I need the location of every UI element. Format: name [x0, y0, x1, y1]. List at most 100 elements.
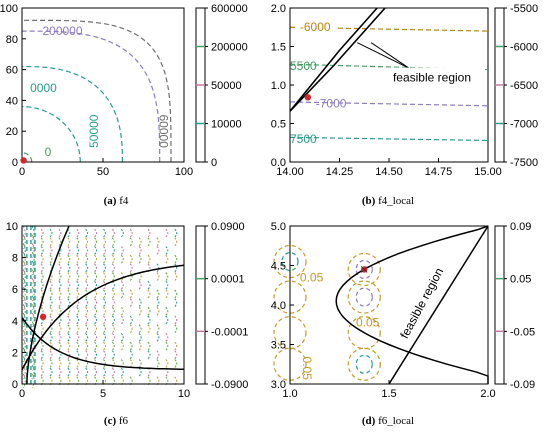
caption-prefix: (d)	[362, 415, 378, 427]
contour-texture	[85, 254, 89, 264]
contour-texture	[22, 373, 26, 389]
contour-texture	[120, 254, 124, 264]
annotation-feasible-region: feasible region	[393, 71, 471, 85]
contour-label-7000: -7000	[316, 96, 347, 110]
contour-texture	[85, 324, 89, 334]
contour-texture	[58, 228, 62, 238]
contour-texture	[174, 237, 178, 247]
contour-texture	[31, 356, 35, 371]
contour-texture	[85, 237, 89, 247]
contour-texture	[58, 306, 62, 316]
contour-texture	[103, 306, 106, 316]
contour-texture	[67, 341, 71, 351]
y-tick-label-f6_local: 3.5	[271, 340, 286, 352]
contour-texture	[76, 350, 80, 360]
contour-texture	[58, 272, 62, 281]
contour-texture	[138, 272, 142, 281]
contour-texture	[76, 367, 80, 377]
contour-texture	[49, 350, 53, 360]
label-bg	[297, 19, 338, 34]
contour-texture	[147, 228, 151, 238]
y-tick-label-f6: 0	[12, 379, 18, 391]
y-tick-label-f4: 80	[6, 34, 18, 46]
optimum-marker-f4	[20, 157, 27, 164]
contour-texture	[94, 367, 98, 377]
contour-texture	[76, 359, 80, 368]
y-tick-label-f4_local: 1.5	[271, 42, 286, 54]
contour-texture	[31, 234, 35, 250]
contour-texture	[31, 286, 35, 302]
feasible-boundary-1	[289, 7, 386, 112]
contour-texture	[120, 246, 124, 255]
contour-ring-outer	[347, 280, 381, 314]
y-tick-label-f4_local: 0.5	[271, 119, 286, 131]
contour-texture	[94, 315, 98, 325]
contour-6500	[289, 63, 489, 71]
contour-ring-outer	[347, 347, 381, 381]
contour-texture	[103, 341, 106, 351]
constraint-curve-1	[21, 264, 185, 371]
contour-texture	[22, 312, 26, 328]
colorbar-tick-label-f4_local: -7000	[510, 119, 538, 131]
contour-texture	[49, 306, 53, 316]
contour-label-005: 0.05	[300, 270, 324, 284]
contour-texture	[40, 263, 44, 273]
contour-ring-inner	[355, 287, 373, 307]
contour-texture	[94, 263, 98, 273]
contour-texture	[120, 280, 124, 290]
x-tick-label-f4_local: 14.75	[425, 166, 453, 178]
contour-texture	[94, 341, 98, 351]
contour-texture	[147, 237, 151, 247]
contour-texture	[111, 237, 115, 247]
contour-texture	[58, 254, 62, 264]
contour-texture	[58, 237, 62, 247]
contour-texture	[147, 254, 151, 264]
contour-texture	[67, 367, 71, 377]
contour-texture	[67, 246, 71, 255]
contour-0	[22, 152, 33, 162]
colorbar-tick-label-f6: -0.0900	[211, 379, 248, 391]
contour-texture	[147, 341, 151, 351]
contour-label-60000: 60000	[157, 115, 171, 149]
x-tick-label-f4_local: 14.50	[375, 166, 403, 178]
contour-texture	[120, 306, 124, 316]
contour-texture	[103, 237, 106, 247]
contour-texture	[120, 341, 124, 351]
contour-texture	[76, 333, 80, 342]
contour-texture	[111, 367, 115, 377]
colorbar-tick-label-f6_local: 0.09	[510, 221, 531, 233]
contour-texture	[22, 234, 26, 250]
contour-texture	[103, 280, 106, 290]
contour-texture	[111, 333, 115, 342]
contour-texture	[120, 272, 124, 281]
contour-texture	[49, 359, 53, 368]
contour-texture	[67, 359, 71, 368]
contour-texture	[58, 289, 62, 299]
contour-texture	[111, 280, 115, 290]
contour-texture	[156, 246, 160, 255]
contour-texture	[174, 341, 178, 351]
contour-texture	[147, 306, 151, 316]
contour-texture	[120, 228, 124, 238]
contour-texture	[103, 298, 106, 308]
contour-texture	[40, 228, 44, 238]
contour-texture	[138, 333, 142, 342]
contour-texture	[85, 350, 89, 360]
contour-10000	[22, 106, 81, 163]
contour-texture	[85, 298, 89, 308]
contour-texture	[22, 269, 26, 284]
y-tick-label-f4_local: 1.0	[271, 80, 286, 92]
contour-texture	[76, 315, 80, 325]
contour-texture	[165, 289, 169, 299]
contour-texture	[67, 324, 71, 334]
contour-label-005: 0.05	[356, 315, 380, 329]
contour-texture	[58, 263, 62, 273]
contour-ring-inner	[281, 251, 299, 272]
contour-texture	[120, 289, 124, 299]
contour-label-5500: 5500	[290, 59, 317, 73]
colorbar-tick-label-f4_local: -6000	[510, 42, 538, 54]
contour-texture	[138, 324, 142, 334]
contour-texture	[22, 225, 26, 241]
contour-texture	[103, 263, 106, 273]
contour-label-7500: 7500	[290, 132, 317, 146]
